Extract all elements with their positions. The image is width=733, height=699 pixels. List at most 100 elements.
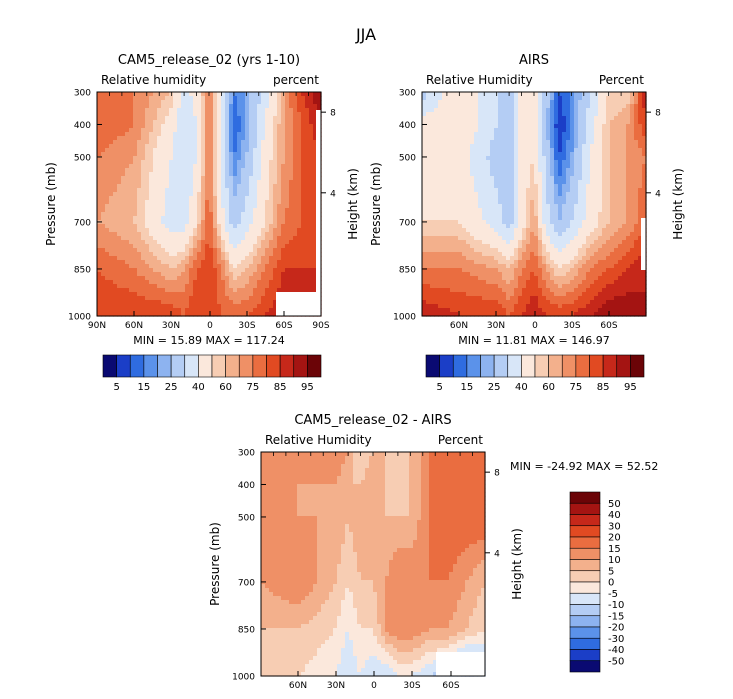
heatmap-cell [446, 284, 451, 289]
heatmap-cell [213, 120, 218, 125]
heatmap-cell [173, 284, 178, 289]
heatmap-cell [109, 108, 114, 113]
heatmap-cell [297, 144, 302, 149]
heatmap-cell [153, 92, 158, 97]
heatmap-cell [446, 248, 451, 253]
heatmap-cell [257, 156, 262, 161]
heatmap-cell [478, 116, 483, 121]
heatmap-cell [502, 224, 507, 229]
heatmap-cell [145, 104, 150, 109]
heatmap-cell [245, 200, 250, 205]
heatmap-cell [482, 200, 487, 205]
heatmap-cell [281, 224, 286, 229]
heatmap-cell [542, 244, 547, 249]
heatmap-cell [217, 132, 222, 137]
heatmap-cell [430, 100, 435, 105]
heatmap-cell [470, 240, 475, 245]
heatmap-cell [309, 272, 314, 277]
heatmap-cell [494, 252, 499, 257]
heatmap-cell [510, 236, 515, 241]
heatmap-cell [165, 228, 170, 233]
heatmap-cell [269, 104, 274, 109]
heatmap-cell [221, 168, 226, 173]
heatmap-cell [157, 304, 162, 309]
heatmap-cell [261, 304, 266, 309]
heatmap-cell [462, 304, 467, 309]
heatmap-cell [169, 300, 174, 305]
heatmap-cell [249, 120, 254, 125]
heatmap-cell [197, 244, 202, 249]
heatmap-cell [466, 208, 471, 213]
heatmap-cell [269, 212, 274, 217]
heatmap-cell [217, 92, 222, 97]
heatmap-cell [245, 184, 250, 189]
heatmap-cell [145, 164, 150, 169]
heatmap-cell [442, 204, 447, 209]
heatmap-cell [510, 112, 515, 117]
heatmap-cell [173, 236, 178, 241]
heatmap-cell [498, 300, 503, 305]
heatmap-cell [265, 148, 270, 153]
heatmap-cell [181, 156, 186, 161]
heatmap-cell [221, 164, 226, 169]
heatmap-cell [117, 256, 122, 261]
heatmap-cell [265, 256, 270, 261]
heatmap-cell [201, 152, 206, 157]
heatmap-cell [534, 288, 539, 293]
heatmap-cell [157, 196, 162, 201]
heatmap-cell [209, 272, 214, 277]
heatmap-cell [297, 136, 302, 141]
heatmap-cell [177, 280, 182, 285]
heatmap-cell [542, 172, 547, 177]
heatmap-cell [526, 224, 531, 229]
heatmap-cell [169, 196, 174, 201]
heatmap-cell [518, 280, 523, 285]
heatmap-cell [522, 92, 527, 97]
heatmap-cell [534, 276, 539, 281]
heatmap-cell [117, 232, 122, 237]
heatmap-cell [229, 196, 234, 201]
heatmap-cell [261, 92, 266, 97]
heatmap-cell [141, 108, 146, 113]
heatmap-cell [153, 308, 158, 313]
heatmap-cell [305, 180, 310, 185]
heatmap-cell [458, 144, 463, 149]
heatmap-cell [434, 288, 439, 293]
heatmap-cell [446, 140, 451, 145]
heatmap-cell [494, 228, 499, 233]
heatmap-cell [125, 116, 130, 121]
heatmap-cell [213, 228, 218, 233]
heatmap-cell [97, 128, 102, 133]
heatmap-cell [229, 152, 234, 157]
heatmap-cell [253, 228, 258, 233]
heatmap-cell [530, 176, 535, 181]
heatmap-cell [434, 164, 439, 169]
heatmap-cell [442, 128, 447, 133]
heatmap-cell [209, 308, 214, 313]
heatmap-cell [482, 140, 487, 145]
heatmap-cell [446, 108, 451, 113]
heatmap-cell [237, 272, 242, 277]
heatmap-cell [277, 256, 282, 261]
heatmap-cell [482, 240, 487, 245]
heatmap-cell [281, 100, 286, 105]
heatmap-cell [301, 192, 306, 197]
heatmap-cell [446, 204, 451, 209]
heatmap-cell [149, 196, 154, 201]
heatmap-cell [269, 120, 274, 125]
heatmap-cell [129, 140, 134, 145]
heatmap-cell [454, 252, 459, 257]
heatmap-cell [273, 212, 278, 217]
heatmap-cell [514, 264, 519, 269]
heatmap-cell [261, 276, 266, 281]
y-tick-label: 1000 [68, 313, 91, 323]
heatmap-cell [297, 236, 302, 241]
heatmap-cell [141, 272, 146, 277]
heatmap-cell [237, 184, 242, 189]
heatmap-cell [181, 112, 186, 117]
heatmap-cell [438, 272, 443, 277]
heatmap-cell [141, 288, 146, 293]
heatmap-cell [165, 268, 170, 273]
heatmap-cell [478, 104, 483, 109]
heatmap-cell [121, 208, 126, 213]
